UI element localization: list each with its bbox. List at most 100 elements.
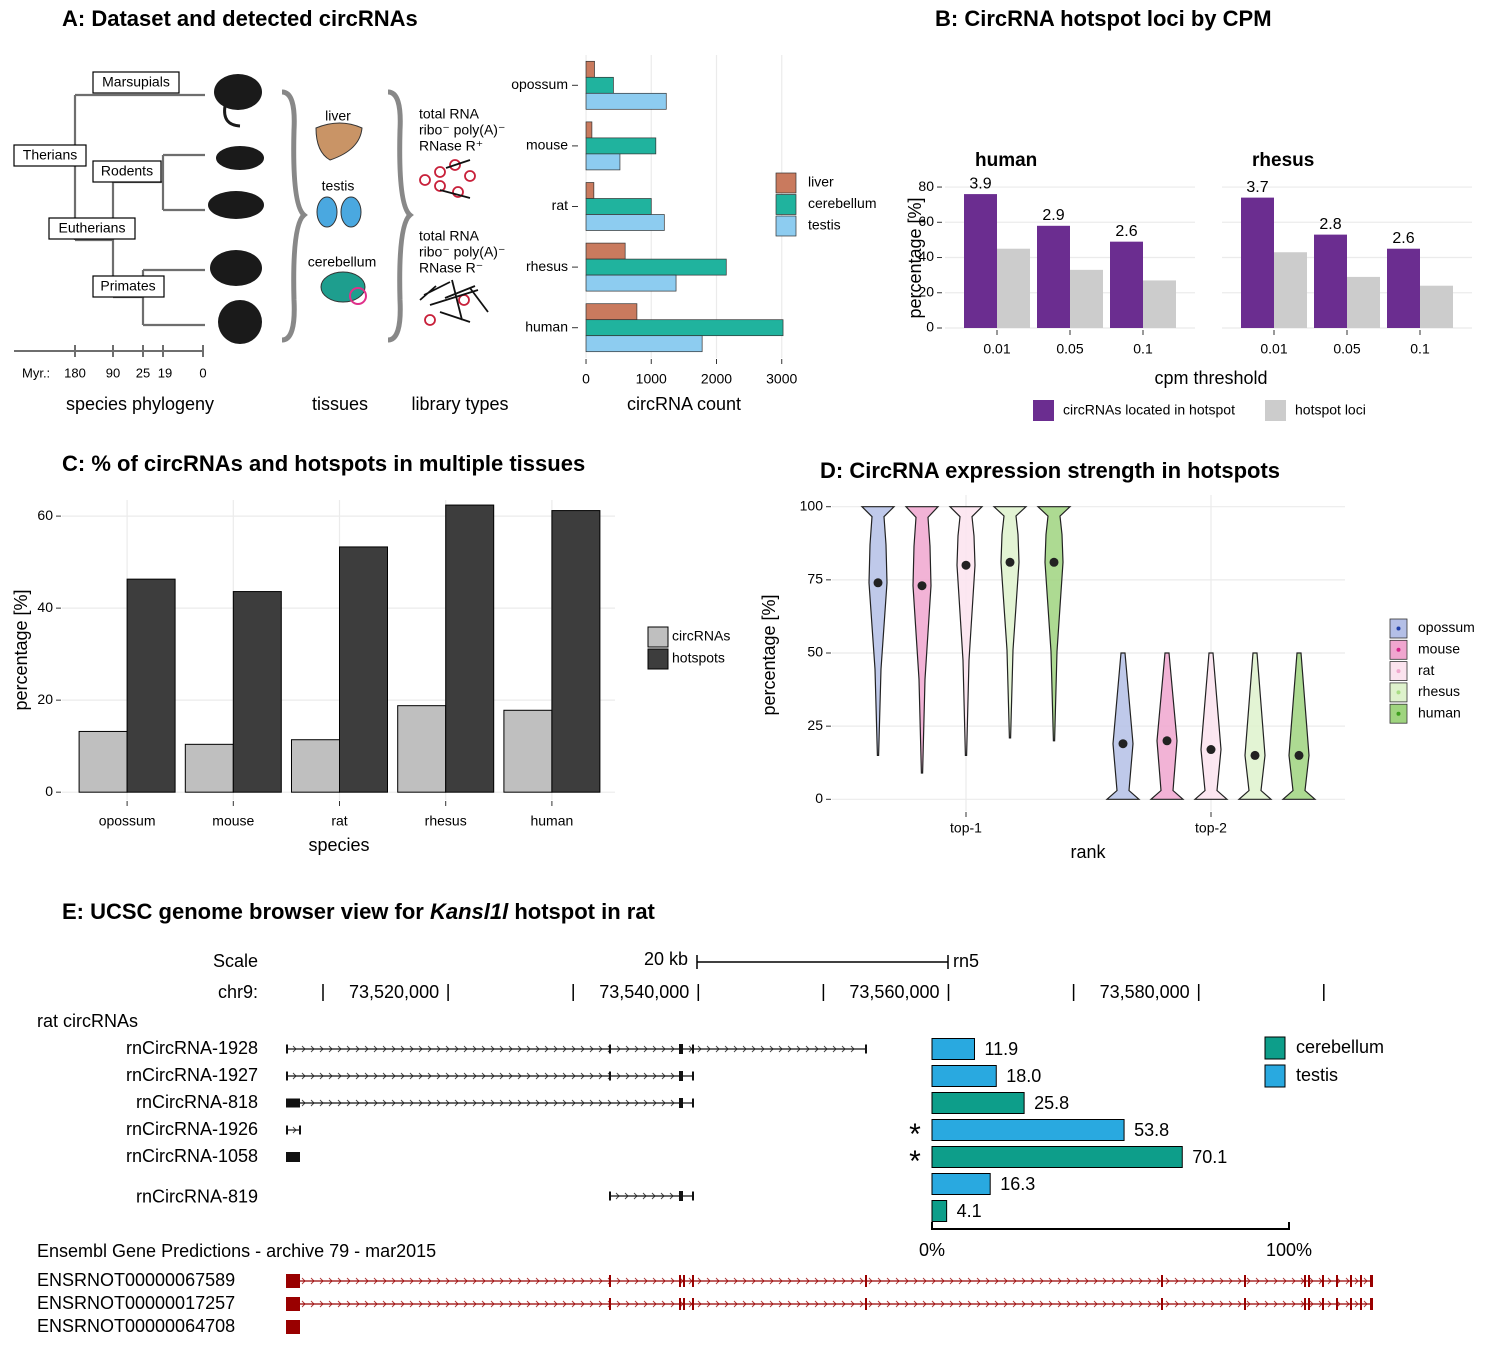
exon bbox=[1360, 1298, 1362, 1310]
scale-bar-label: 20 kb bbox=[644, 949, 688, 969]
time-label: 90 bbox=[106, 365, 120, 380]
clade-label: Marsupials bbox=[102, 74, 170, 90]
x-tick-label: 100% bbox=[1266, 1240, 1312, 1260]
circrna-structure bbox=[286, 1044, 867, 1054]
exon bbox=[1350, 1275, 1352, 1287]
row-label: rnCircRNA-1058 bbox=[126, 1146, 258, 1166]
y-tick-label: 80 bbox=[918, 178, 934, 194]
legend-dot bbox=[1396, 647, 1401, 652]
testis-icon bbox=[316, 196, 338, 228]
clade-box bbox=[48, 217, 136, 240]
position-label: 73,560,000 bbox=[849, 982, 939, 1002]
median-dot bbox=[1294, 750, 1304, 760]
legend-swatch bbox=[647, 648, 669, 670]
value-label: 53.8 bbox=[1134, 1120, 1169, 1140]
clade-label: Rodents bbox=[101, 163, 153, 179]
transcript-structure bbox=[286, 1320, 300, 1334]
exon bbox=[679, 1071, 683, 1081]
bar bbox=[931, 1065, 997, 1087]
violin bbox=[1281, 652, 1317, 800]
median-dot bbox=[1206, 745, 1216, 755]
row-label: rnCircRNA-1926 bbox=[126, 1119, 258, 1139]
strand-arrows bbox=[292, 1126, 297, 1134]
row-label: rnCircRNA-1928 bbox=[126, 1038, 258, 1058]
position-label: 73,540,000 bbox=[599, 982, 689, 1002]
legend-label: liver bbox=[808, 174, 834, 190]
median-dot bbox=[1118, 739, 1128, 749]
liver-icon bbox=[315, 122, 363, 161]
bar bbox=[1314, 234, 1347, 328]
scale-bar bbox=[696, 955, 949, 969]
value-label: 18.0 bbox=[1006, 1066, 1041, 1086]
exon bbox=[683, 1298, 685, 1310]
exon bbox=[1322, 1298, 1324, 1310]
y-tick-label: 40 bbox=[918, 248, 934, 264]
human-icon bbox=[218, 300, 262, 344]
bar bbox=[997, 248, 1030, 328]
time-label: 19 bbox=[158, 365, 172, 380]
tissue-label: cerebellum bbox=[308, 254, 376, 270]
testis-icon bbox=[340, 196, 362, 228]
row-label: rnCircRNA-819 bbox=[136, 1186, 258, 1206]
x-tick-label: rhesus bbox=[425, 813, 467, 829]
bar bbox=[551, 510, 601, 793]
caption: species phylogeny bbox=[66, 394, 214, 414]
library-label: total RNA bbox=[419, 106, 480, 122]
y-tick-label: 25 bbox=[807, 717, 823, 733]
legend-swatch bbox=[775, 215, 797, 237]
bar bbox=[931, 1119, 1125, 1141]
transcript-structure bbox=[286, 1297, 1373, 1311]
brace bbox=[387, 89, 414, 343]
median-dot bbox=[1005, 557, 1015, 567]
exon bbox=[1308, 1298, 1310, 1310]
rat-icon bbox=[208, 191, 264, 219]
time-axis-label: Myr.: bbox=[22, 365, 50, 380]
clade-box bbox=[92, 160, 162, 183]
bar bbox=[291, 739, 340, 793]
bar bbox=[397, 705, 447, 793]
bar bbox=[585, 60, 595, 78]
position-label: 73,580,000 bbox=[1100, 982, 1190, 1002]
x-tick-label: rat bbox=[331, 813, 347, 829]
legend-swatch bbox=[1264, 1064, 1286, 1088]
library-label: RNase R⁺ bbox=[419, 138, 483, 154]
bar bbox=[1241, 197, 1274, 328]
library-label: ribo⁻ poly(A)⁻ bbox=[419, 244, 505, 260]
exon bbox=[1336, 1275, 1338, 1287]
bar bbox=[1070, 269, 1103, 328]
exon bbox=[679, 1044, 683, 1054]
legend-swatch bbox=[1265, 400, 1286, 421]
bar bbox=[585, 137, 657, 155]
value-label: 16.3 bbox=[1000, 1174, 1035, 1194]
bar-annotation: 3.7 bbox=[1246, 179, 1268, 196]
x-tick-label: 0.1 bbox=[1133, 341, 1153, 357]
bar bbox=[184, 743, 234, 793]
panel-title: C: % of circRNAs and hotspots in multipl… bbox=[62, 451, 585, 476]
y-tick-label: 0 bbox=[926, 319, 934, 335]
exon bbox=[1336, 1298, 1338, 1310]
median-dot bbox=[1049, 557, 1059, 567]
x-tick-label: opossum bbox=[99, 813, 156, 829]
bar bbox=[1143, 280, 1176, 328]
legend-dot bbox=[1396, 690, 1401, 695]
x-tick-label: top-2 bbox=[1195, 820, 1227, 836]
legend-swatch bbox=[1033, 400, 1054, 421]
value-label: 11.9 bbox=[984, 1039, 1018, 1059]
legend-swatch bbox=[775, 172, 797, 194]
y-tick-label: mouse bbox=[526, 137, 568, 153]
clade-box bbox=[92, 71, 180, 94]
transcript-structure bbox=[286, 1274, 1373, 1288]
value-label: 4.1 bbox=[957, 1201, 982, 1221]
median-dot bbox=[917, 581, 927, 591]
opossum-icon bbox=[214, 74, 262, 110]
exon bbox=[1304, 1275, 1306, 1287]
exon bbox=[1322, 1275, 1324, 1287]
y-axis-title: percentage [%] bbox=[759, 594, 779, 715]
legend-label: rhesus bbox=[1418, 683, 1460, 699]
exon bbox=[1360, 1275, 1362, 1287]
median-dot bbox=[1162, 736, 1172, 746]
bar bbox=[1387, 248, 1420, 328]
rhesus-icon bbox=[210, 250, 262, 286]
bar bbox=[585, 335, 703, 353]
title-part: E: UCSC genome browser view for bbox=[62, 899, 430, 924]
